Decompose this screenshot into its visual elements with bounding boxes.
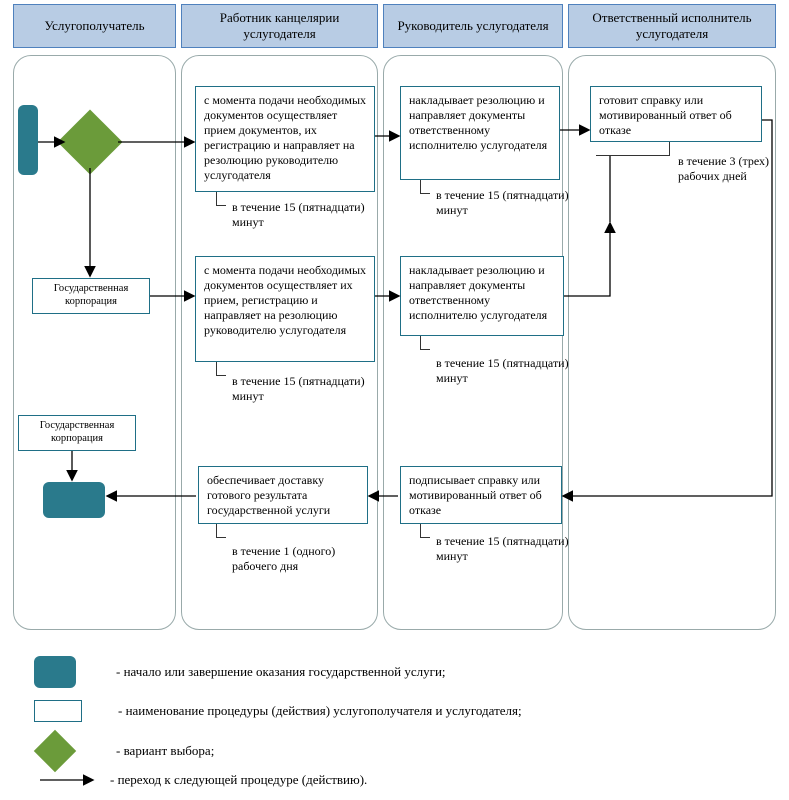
bracket-n7: [216, 524, 226, 538]
bracket-n1: [216, 192, 226, 206]
bracket-n2: [420, 180, 430, 194]
legend-row-1: - начало или завершение оказания государ…: [34, 656, 446, 688]
note-n4: в течение 15 (пятнадцати) минут: [232, 374, 372, 404]
proc-box-p1: с момента подачи необходимых документов …: [195, 86, 375, 192]
legend-text-4: - переход к следующей процедуре (действи…: [110, 772, 367, 788]
proc-p2-text: накладывает резолюцию и направляет докум…: [409, 93, 547, 152]
lane-header-1: Услугополучатель: [13, 4, 176, 48]
legend-text-3: - вариант выбора;: [116, 743, 214, 759]
proc-box-p5: накладывает резолюцию и направляет докум…: [400, 256, 564, 336]
note-n2: в течение 15 (пятнадцати) минут: [436, 188, 576, 218]
legend-row-3: - вариант выбора;: [34, 730, 214, 772]
lane-header-4-label: Ответственный исполнитель услугодателя: [573, 10, 771, 41]
lane-header-2: Работник канцелярии услугодателя: [181, 4, 378, 48]
legend-row-4: - переход к следующей процедуре (действи…: [110, 772, 367, 788]
proc-p6-text: подписывает справку или мотивированный о…: [409, 473, 542, 517]
legend-row-2: - наименование процедуры (действия) услу…: [34, 700, 522, 722]
legend-text-2: - наименование процедуры (действия) услу…: [118, 703, 522, 719]
bracket-n3: [596, 142, 670, 156]
proc-box-p2: накладывает резолюцию и направляет докум…: [400, 86, 560, 180]
proc-box-p4: с момента подачи необходимых документов …: [195, 256, 375, 362]
proc-box-p7: обеспечивает доставку готового результат…: [198, 466, 368, 524]
legend-text-1: - начало или завершение оказания государ…: [116, 664, 446, 680]
proc-p4-text: с момента подачи необходимых документов …: [204, 263, 366, 337]
start-shape: [18, 105, 38, 175]
legend-diamond-icon: [34, 730, 76, 772]
gov-corp-box-1: Государственная корпорация: [32, 278, 150, 314]
lane-header-4: Ответственный исполнитель услугодателя: [568, 4, 776, 48]
lane-header-3: Руководитель услугодателя: [383, 4, 563, 48]
gov-corp-2-label: Государственная корпорация: [40, 420, 115, 444]
lane-header-3-label: Руководитель услугодателя: [397, 18, 548, 34]
note-n1: в течение 15 (пятнадцати) минут: [232, 200, 372, 230]
proc-box-p6: подписывает справку или мотивированный о…: [400, 466, 562, 524]
gov-corp-box-2: Государственная корпорация: [18, 415, 136, 451]
proc-p1-text: с момента подачи необходимых документов …: [204, 93, 366, 182]
proc-p3-text: готовит справку или мотивированный ответ…: [599, 93, 732, 137]
end-shape: [43, 482, 105, 518]
note-n6: в течение 15 (пятнадцати) минут: [436, 534, 576, 564]
note-n5: в течение 15 (пятнадцати) минут: [436, 356, 576, 386]
bracket-n4: [216, 362, 226, 376]
bracket-n6: [420, 524, 430, 538]
bracket-n5: [420, 336, 430, 350]
lane-header-1-label: Услугополучатель: [44, 18, 144, 34]
note-n3: в течение 3 (трех) рабочих дней: [678, 154, 774, 184]
note-n7: в течение 1 (одного) рабочего дня: [232, 544, 382, 574]
legend-start-end-icon: [34, 656, 76, 688]
lane-header-2-label: Работник канцелярии услугодателя: [186, 10, 373, 41]
proc-box-p3: готовит справку или мотивированный ответ…: [590, 86, 762, 142]
proc-p5-text: накладывает резолюцию и направляет докум…: [409, 263, 547, 322]
legend-proc-icon: [34, 700, 82, 722]
gov-corp-1-label: Государственная корпорация: [54, 283, 129, 307]
proc-p7-text: обеспечивает доставку готового результат…: [207, 473, 330, 517]
